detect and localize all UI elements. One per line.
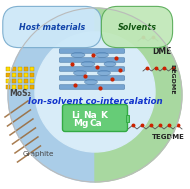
Ellipse shape: [96, 53, 108, 57]
Wedge shape: [8, 8, 95, 182]
Wedge shape: [95, 8, 182, 182]
FancyBboxPatch shape: [59, 58, 124, 62]
Text: MoS₂: MoS₂: [9, 90, 31, 98]
Circle shape: [35, 32, 155, 152]
Text: K: K: [101, 111, 108, 119]
FancyBboxPatch shape: [59, 67, 124, 71]
Text: Solvents: Solvents: [117, 22, 157, 32]
Ellipse shape: [81, 61, 95, 67]
FancyBboxPatch shape: [59, 49, 124, 53]
Text: DME: DME: [152, 46, 172, 56]
Text: Mg: Mg: [73, 119, 89, 129]
Ellipse shape: [97, 70, 111, 75]
Text: TEGDME: TEGDME: [152, 134, 184, 140]
Ellipse shape: [104, 61, 116, 67]
Text: Host materials: Host materials: [19, 22, 85, 32]
Text: Li: Li: [72, 111, 80, 119]
Text: Graphite: Graphite: [22, 151, 54, 157]
Text: Na: Na: [83, 111, 97, 119]
FancyBboxPatch shape: [59, 76, 124, 80]
FancyBboxPatch shape: [63, 105, 127, 132]
Text: Ion-solvent co-intercalation: Ion-solvent co-intercalation: [28, 97, 162, 105]
Text: Ca: Ca: [90, 119, 102, 129]
Bar: [126, 115, 129, 122]
Ellipse shape: [74, 70, 86, 75]
Ellipse shape: [71, 53, 85, 57]
FancyBboxPatch shape: [59, 85, 124, 89]
Text: DEGDME: DEGDME: [169, 64, 174, 94]
Ellipse shape: [85, 80, 97, 84]
